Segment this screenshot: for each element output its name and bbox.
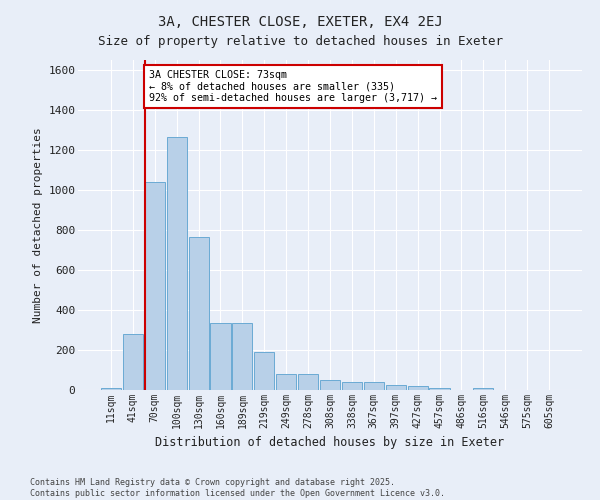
Bar xyxy=(320,380,340,390)
Bar xyxy=(254,352,274,390)
Bar xyxy=(101,388,121,390)
Bar xyxy=(232,323,253,390)
Text: Contains HM Land Registry data © Crown copyright and database right 2025.
Contai: Contains HM Land Registry data © Crown c… xyxy=(30,478,445,498)
Text: 3A, CHESTER CLOSE, EXETER, EX4 2EJ: 3A, CHESTER CLOSE, EXETER, EX4 2EJ xyxy=(158,15,442,29)
Bar xyxy=(473,388,493,390)
Y-axis label: Number of detached properties: Number of detached properties xyxy=(32,127,43,323)
Bar xyxy=(342,382,362,390)
Bar xyxy=(298,374,318,390)
Bar xyxy=(386,385,406,390)
X-axis label: Distribution of detached houses by size in Exeter: Distribution of detached houses by size … xyxy=(155,436,505,450)
Text: Size of property relative to detached houses in Exeter: Size of property relative to detached ho… xyxy=(97,35,503,48)
Bar xyxy=(430,388,449,390)
Bar xyxy=(123,334,143,390)
Bar xyxy=(407,386,428,390)
Bar xyxy=(145,182,165,390)
Bar xyxy=(167,137,187,390)
Bar xyxy=(211,323,230,390)
Bar xyxy=(364,382,384,390)
Bar xyxy=(276,374,296,390)
Text: 3A CHESTER CLOSE: 73sqm
← 8% of detached houses are smaller (335)
92% of semi-de: 3A CHESTER CLOSE: 73sqm ← 8% of detached… xyxy=(149,70,437,103)
Bar xyxy=(188,237,209,390)
